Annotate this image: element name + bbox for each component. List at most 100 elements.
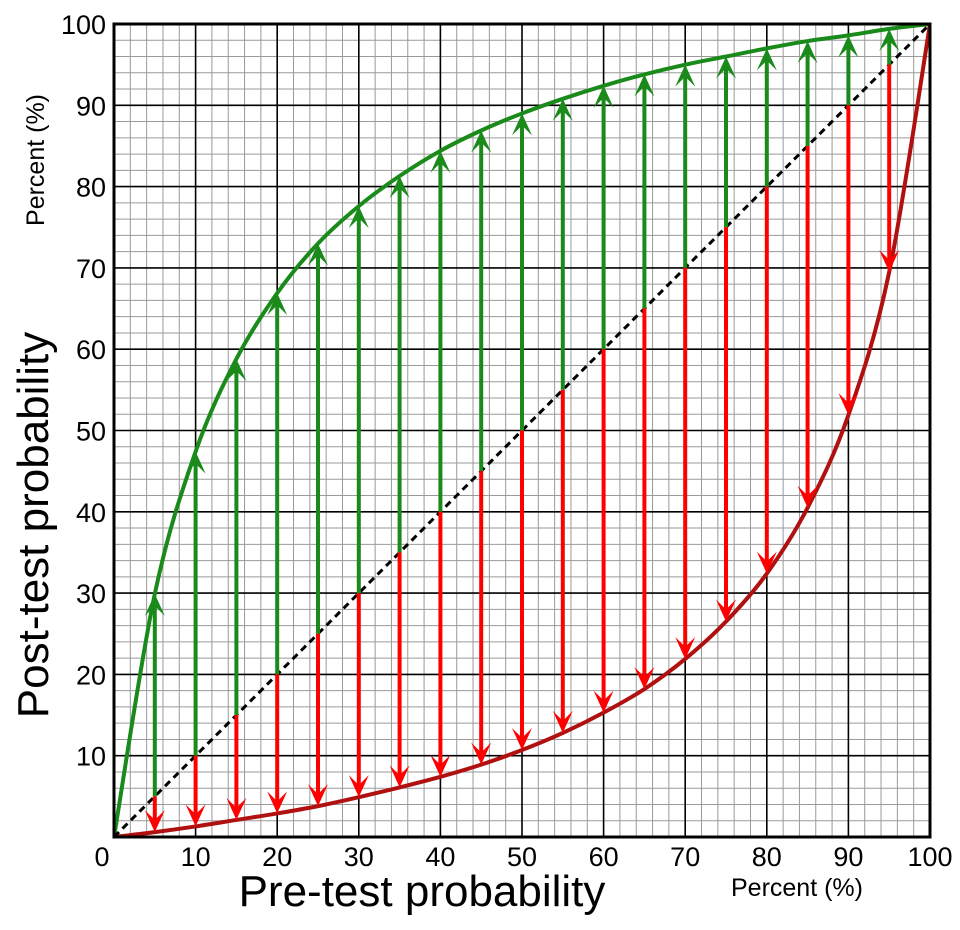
down-arrow-head [593, 690, 614, 713]
x-unit-label: Percent (%) [731, 874, 863, 902]
y-tick-label: 10 [76, 742, 106, 772]
up-arrow-head [797, 41, 818, 64]
down-arrow [512, 430, 532, 751]
down-arrow [389, 552, 410, 788]
down-arrow-head [389, 765, 410, 788]
down-arrow [552, 389, 573, 733]
up-arrow-head [226, 358, 247, 381]
y-tick-label: 100 [61, 10, 106, 40]
up-arrow-head [675, 64, 696, 87]
x-tick-label: 90 [833, 842, 863, 872]
negative_test-curve [114, 24, 930, 837]
up-arrow-head [838, 35, 859, 58]
up-arrow-head [185, 451, 206, 474]
up-arrow [226, 358, 247, 716]
x-tick-label: 10 [181, 842, 211, 872]
y-tick-label: 50 [76, 417, 106, 447]
up-arrow-head [634, 74, 655, 97]
up-arrow [756, 48, 777, 187]
y-unit-label: Percent (%) [22, 94, 50, 226]
y-tick-label: 80 [76, 173, 106, 203]
up-arrow [267, 293, 288, 675]
up-arrow [675, 64, 696, 268]
down-arrow [797, 145, 818, 508]
x-tick-label: 20 [262, 842, 292, 872]
y-tick-labels: 10 20 30 40 50 60 70 80 90 100 [61, 10, 106, 772]
down-arrow-head [634, 667, 655, 690]
down-arrow [348, 593, 369, 798]
up-arrow [348, 206, 369, 594]
up-arrow [144, 593, 165, 797]
down-arrow-head [267, 791, 288, 814]
down-arrow-head [552, 710, 573, 733]
down-arrow-head [430, 754, 451, 777]
x-tick-label: 80 [752, 842, 782, 872]
down-arrow [308, 633, 328, 807]
up-arrow-head [389, 176, 410, 199]
series-lines [114, 24, 930, 837]
down-arrow-head [185, 804, 206, 827]
down-arrow [593, 349, 614, 713]
up-arrow-head [267, 293, 288, 316]
x-tick-label: 70 [670, 842, 700, 872]
down-arrow-head [797, 485, 818, 508]
y-tick-label: 40 [76, 498, 106, 528]
down-arrow-head [756, 551, 777, 574]
down-arrow [185, 755, 206, 827]
down-arrow-head [716, 599, 736, 622]
x-tick-label: 0 [94, 842, 109, 872]
up-arrow [879, 28, 900, 65]
up-arrow-head [348, 206, 369, 229]
x-tick-label: 100 [907, 842, 952, 872]
up-arrow [838, 35, 859, 106]
down-arrow [838, 105, 859, 416]
down-arrow-head [838, 393, 859, 416]
down-arrow [879, 64, 900, 272]
down-arrow [226, 715, 247, 820]
y-tick-label: 90 [76, 91, 106, 121]
down-arrow-head [471, 742, 492, 765]
down-arrow [634, 308, 655, 690]
up-arrow [552, 98, 573, 390]
down-arrow [267, 674, 288, 814]
up-arrow-head [593, 85, 614, 108]
y-tick-label: 30 [76, 579, 106, 609]
down-arrow-head [512, 728, 532, 751]
up-arrow [308, 243, 328, 634]
down-arrow-head [308, 784, 328, 807]
up-arrow [797, 41, 818, 146]
up-arrow-head [552, 98, 573, 121]
probability-shift-arrows [144, 28, 900, 833]
down-arrow-head [879, 249, 900, 272]
down-arrow [675, 267, 696, 659]
y-tick-label: 20 [76, 660, 106, 690]
up-arrow [634, 74, 655, 309]
down-arrow [756, 186, 777, 574]
up-arrow-head [716, 56, 736, 79]
up-arrow-head [512, 113, 532, 136]
up-arrow [389, 176, 410, 553]
up-arrow-head [430, 150, 451, 173]
up-arrow [185, 451, 206, 756]
up-arrow [716, 56, 736, 228]
x-tick-labels: 0 10 20 30 40 50 60 70 80 90 100 [94, 842, 952, 872]
x-axis-label: Pre-test probability [239, 867, 606, 916]
x-tick-label: 60 [589, 842, 619, 872]
x-tick-label: 40 [425, 842, 455, 872]
down-arrow-head [226, 797, 247, 820]
up-arrow-head [471, 130, 492, 153]
up-arrow [593, 85, 614, 350]
up-arrow-head [879, 28, 900, 51]
y-axis-label: Post-test probability [9, 332, 58, 718]
up-arrow-head [144, 593, 165, 616]
down-arrow-head [348, 775, 369, 798]
y-tick-label: 70 [76, 254, 106, 284]
down-arrow [430, 511, 451, 777]
up-arrow-head [756, 48, 777, 71]
up-arrow [512, 113, 532, 431]
down-arrow [471, 471, 492, 765]
down-arrow [716, 227, 736, 622]
y-tick-label: 60 [76, 335, 106, 365]
up-arrow-head [308, 243, 328, 266]
